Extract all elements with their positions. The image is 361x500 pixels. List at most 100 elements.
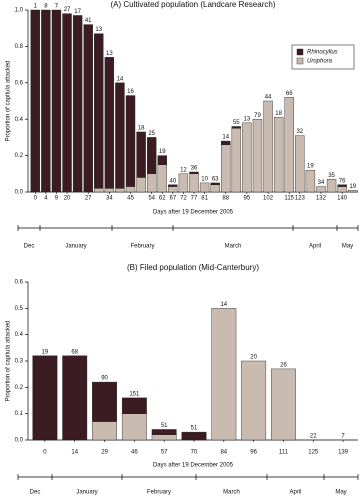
month-label: January [65,244,86,250]
y-tick-label: 0.6 [15,280,24,286]
bar-label: 19 [349,184,356,190]
bar-label: 34 [318,180,325,186]
month-label: Dec [30,490,41,496]
x-axis-label: Days after 19 December 2005 [153,463,234,469]
bar-segment [168,184,178,187]
x-tick-label: 27 [85,196,92,202]
month-label: May [335,490,346,496]
bar-segment [115,82,125,189]
y-tick-label: 0.8 [15,44,24,50]
chart-title: (A) Cultivated population (Landcare Rese… [111,0,276,9]
bar-segment [151,434,177,441]
bar-segment [32,355,58,441]
x-tick-label: 70 [191,450,198,456]
bar-segment [305,169,316,193]
bar-segment [252,118,263,193]
bar-segment [273,117,284,193]
bar-label: 51 [191,426,198,432]
legend-swatch [296,57,304,65]
y-tick-label: 0.2 [15,153,24,159]
legend-label: Rhinocyllus [307,50,338,56]
bar-segment [242,122,252,193]
bar-label: 36 [191,166,198,172]
bar-label: 14 [220,302,227,308]
x-tick-label: 57 [161,450,168,456]
month-label: Dec [24,244,35,250]
x-tick-label: 14 [71,450,78,456]
x-tick-label: 125 [308,450,319,456]
x-tick-label: 139 [338,450,349,456]
legend-swatch [296,48,304,56]
x-tick-label: 34 [106,196,113,202]
bar-segment [146,173,157,193]
y-tick-label: 0.3 [15,359,24,365]
bar-segment [231,128,242,193]
bar-label: 13 [244,116,251,122]
x-tick-label: 140 [337,196,348,202]
y-tick-label: 0.6 [15,80,24,86]
bar-segment [178,173,189,193]
bar-segment [271,368,296,441]
bar-segment [41,9,51,193]
bar-label: 25 [148,131,155,137]
x-tick-label: 54 [148,196,155,202]
y-axis-label: Proportion of capitula attacked [6,320,12,401]
x-axis-label: Days after 19 December 2005 [153,210,234,216]
bar-segment [115,188,125,193]
month-label: March [225,244,242,250]
bar-label: 20 [250,355,257,361]
bar-segment [210,182,220,185]
bar-label: 79 [254,113,261,119]
bar-label: 12 [180,167,187,173]
month-label: February [130,244,154,250]
y-tick-label: 0.5 [15,306,24,312]
bar-label: 44 [265,95,272,101]
x-tick-label: 96 [250,450,257,456]
y-tick-label: 0.0 [15,190,24,196]
bar-label: 90 [101,376,108,382]
bar-segment [151,429,177,435]
bar-label: 63 [212,176,219,182]
bar-label: 18 [275,111,282,117]
bar-segment [241,360,267,441]
bar-label: 68 [71,349,78,355]
bar-segment [94,188,104,193]
x-tick-label: 46 [131,450,138,456]
bar-label: 8 [44,4,48,10]
bar-label: 26 [280,362,287,368]
bar-segment [125,95,136,187]
bar-label: 32 [296,129,303,135]
month-label: May [342,244,353,250]
month-label: January [76,490,97,496]
x-tick-label: 4 [44,196,48,202]
x-tick-label: 115 [284,196,294,202]
bar-segment [62,355,88,441]
bar-label: 10 [201,176,208,182]
y-tick-label: 0.4 [15,117,24,123]
month-label: March [223,490,240,496]
bar-segment [295,135,305,193]
bar-segment [92,381,117,422]
x-tick-label: 77 [191,196,198,202]
y-tick-label: 0.4 [15,332,24,338]
x-tick-label: 20 [64,196,71,202]
month-label: April [289,490,301,496]
bar-segment [316,186,326,193]
x-tick-label: 123 [295,196,306,202]
x-tick-label: 29 [101,450,108,456]
bar-label: 18 [138,126,145,132]
x-tick-label: 111 [279,450,289,456]
bar-label: 14 [117,76,124,82]
x-tick-label: 81 [201,196,208,202]
y-tick-label: 1.0 [15,8,24,14]
bar-segment [326,179,337,193]
bar-label: 16 [127,89,134,95]
bar-label: 14 [222,135,229,141]
bar-segment [121,397,147,414]
x-tick-label: 102 [263,196,274,202]
bar-segment [189,173,199,193]
bar-label: 19 [159,149,166,155]
bar-label: 19 [42,349,49,355]
bar-segment [92,421,117,441]
